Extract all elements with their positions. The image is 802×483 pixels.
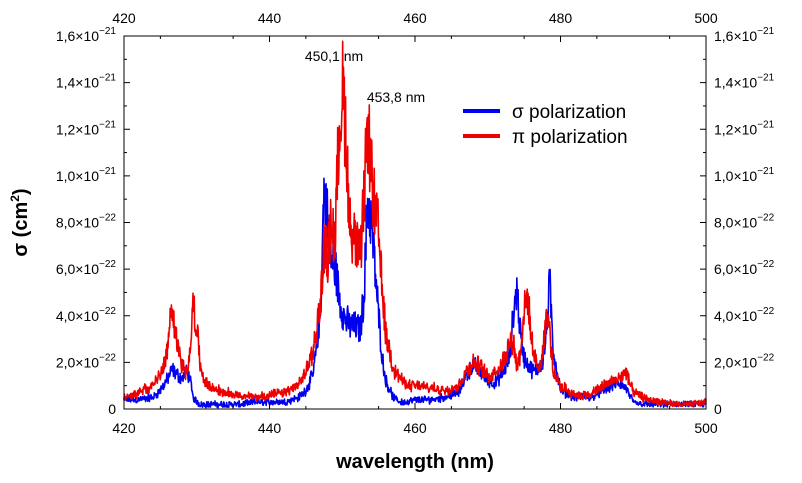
y-tick-exponent: −22 bbox=[757, 259, 774, 270]
y-tick-label-left: 2,0×10−22 bbox=[56, 352, 117, 370]
y-tick-label-right: 0 bbox=[714, 401, 722, 417]
y-tick-label-left: 4,0×10−22 bbox=[56, 306, 117, 324]
y-tick-label-right: 6,0×10−22 bbox=[714, 259, 775, 277]
y-tick-mantissa: 8,0×10 bbox=[714, 215, 757, 231]
y-tick-mantissa: 1,0×10 bbox=[714, 168, 757, 184]
y-axis-title-superscript: 2 bbox=[8, 195, 22, 202]
legend: σ polarization π polarization bbox=[463, 102, 628, 148]
series-layer bbox=[123, 40, 707, 409]
y-tick-mantissa: 6,0×10 bbox=[56, 261, 99, 277]
y-tick-label-right: 1,2×10−21 bbox=[714, 119, 775, 137]
legend-label-1: π polarization bbox=[512, 127, 628, 148]
x-tick-label-top: 460 bbox=[403, 10, 427, 26]
y-axis-title-close: ) bbox=[10, 188, 32, 195]
y-tick-label-left: 1,4×10−21 bbox=[56, 73, 117, 91]
y-tick-label-left: 1,6×10−21 bbox=[56, 26, 117, 44]
y-tick-mantissa: 2,0×10 bbox=[714, 354, 757, 370]
y-tick-exponent: −21 bbox=[757, 26, 774, 37]
y-tick-mantissa: 2,0×10 bbox=[56, 354, 99, 370]
y-tick-mantissa: 8,0×10 bbox=[56, 215, 99, 231]
y-axis-title: σ (cm2) bbox=[8, 188, 32, 256]
y-tick-exponent: −22 bbox=[757, 352, 774, 363]
y-tick-mantissa: 1,4×10 bbox=[56, 75, 99, 91]
y-tick-mantissa: 0 bbox=[714, 401, 722, 417]
x-tick-label-bottom: 420 bbox=[112, 420, 136, 436]
y-tick-label-right: 1,4×10−21 bbox=[714, 73, 775, 91]
y-tick-label-left: 0 bbox=[108, 401, 116, 417]
x-tick-label-top: 420 bbox=[112, 10, 136, 26]
y-tick-exponent: −21 bbox=[99, 166, 116, 177]
y-tick-label-left: 1,2×10−21 bbox=[56, 119, 117, 137]
y-tick-exponent: −22 bbox=[99, 259, 116, 270]
y-tick-mantissa: 1,6×10 bbox=[56, 28, 99, 44]
y-tick-label-right: 8,0×10−22 bbox=[714, 213, 775, 231]
x-axis-title: wavelength (nm) bbox=[335, 451, 494, 473]
legend-label-0: σ polarization bbox=[512, 102, 626, 123]
x-tick-label-top: 480 bbox=[549, 10, 573, 26]
series-line-0 bbox=[123, 177, 707, 409]
peak-annotation-450: 450,1 nm bbox=[305, 48, 363, 64]
y-tick-label-left: 6,0×10−22 bbox=[56, 259, 117, 277]
y-tick-exponent: −22 bbox=[99, 306, 116, 317]
y-tick-exponent: −21 bbox=[757, 119, 774, 130]
y-tick-exponent: −21 bbox=[99, 119, 116, 130]
y-tick-mantissa: 1,2×10 bbox=[56, 121, 99, 137]
y-tick-exponent: −21 bbox=[757, 73, 774, 84]
y-axis-title-main: σ (cm bbox=[10, 202, 32, 257]
y-tick-mantissa: 4,0×10 bbox=[714, 308, 757, 324]
y-tick-mantissa: 0 bbox=[108, 401, 116, 417]
x-tick-label-bottom: 440 bbox=[258, 420, 282, 436]
y-tick-label-right: 1,6×10−21 bbox=[714, 26, 775, 44]
y-tick-mantissa: 4,0×10 bbox=[56, 308, 99, 324]
y-tick-exponent: −22 bbox=[99, 352, 116, 363]
y-tick-exponent: −22 bbox=[99, 213, 116, 224]
x-tick-label-bottom: 460 bbox=[403, 420, 427, 436]
y-tick-mantissa: 6,0×10 bbox=[714, 261, 757, 277]
x-tick-label-top: 500 bbox=[694, 10, 718, 26]
x-tick-label-bottom: 480 bbox=[549, 420, 573, 436]
x-tick-label-top: 440 bbox=[258, 10, 282, 26]
y-tick-exponent: −22 bbox=[757, 306, 774, 317]
x-tick-label-bottom: 500 bbox=[694, 420, 718, 436]
y-tick-exponent: −21 bbox=[99, 73, 116, 84]
series-line-1 bbox=[123, 40, 707, 408]
y-tick-exponent: −21 bbox=[99, 26, 116, 37]
y-tick-label-right: 4,0×10−22 bbox=[714, 306, 775, 324]
y-tick-mantissa: 1,0×10 bbox=[56, 168, 99, 184]
y-tick-exponent: −21 bbox=[757, 166, 774, 177]
y-tick-exponent: −22 bbox=[757, 213, 774, 224]
y-tick-label-right: 2,0×10−22 bbox=[714, 352, 775, 370]
y-tick-label-left: 8,0×10−22 bbox=[56, 213, 117, 231]
peak-annotation-453: 453,8 nm bbox=[367, 89, 425, 105]
y-tick-mantissa: 1,4×10 bbox=[714, 75, 757, 91]
y-tick-mantissa: 1,2×10 bbox=[714, 121, 757, 137]
y-tick-label-left: 1,0×10−21 bbox=[56, 166, 117, 184]
y-tick-label-right: 1,0×10−21 bbox=[714, 166, 775, 184]
y-tick-mantissa: 1,6×10 bbox=[714, 28, 757, 44]
annotations: 450,1 nm 453,8 nm bbox=[305, 48, 425, 105]
